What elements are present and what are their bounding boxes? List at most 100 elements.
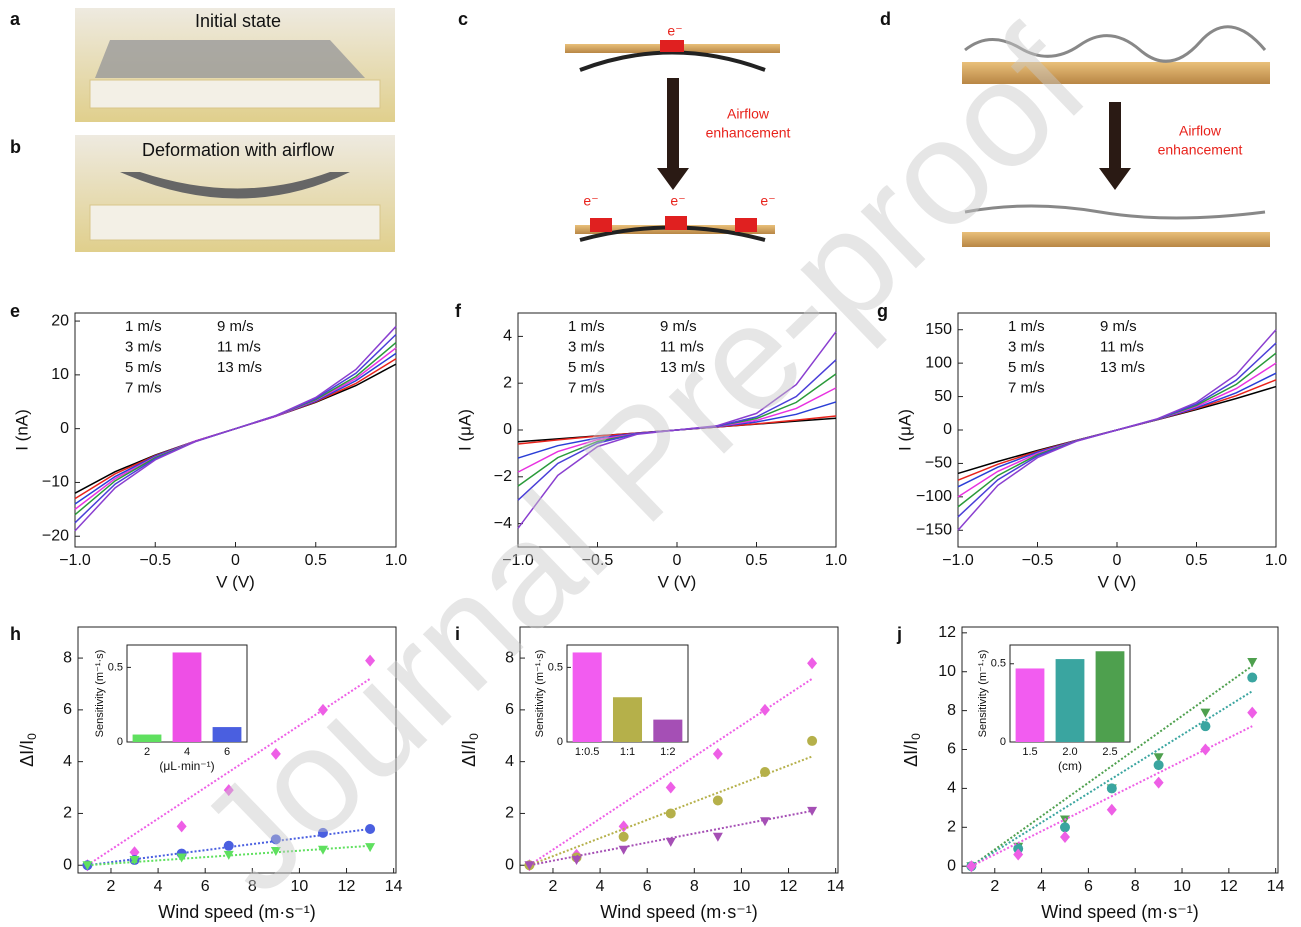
illustration-c: c e⁻ e⁻ e⁻ e⁻ Airflow enhancement [458,9,791,240]
y-tick-label: −50 [925,455,952,472]
x-tick-label: 2 [990,878,999,895]
y-tick-label: 12 [938,624,956,641]
series-line [75,326,396,530]
caption: Initial state [195,11,281,31]
bar [573,652,602,742]
x-tick-label: 12 [780,878,798,895]
panel-letter: f [455,301,462,321]
bar [1096,651,1125,742]
y-axis-label: I (μA) [455,409,474,451]
point [966,860,976,872]
y-tick-label: 4 [503,328,512,345]
x-tick-label: 0.5 [305,552,327,569]
point [1200,721,1210,731]
arrow [657,78,689,190]
x-tick-label: 2.0 [1062,746,1077,758]
x-tick-label: −1.0 [942,552,974,569]
legend-entry: 5 m/s [568,359,605,376]
legend-entry: 9 m/s [217,318,254,335]
legend-entry: 7 m/s [125,379,162,396]
y-axis-label-main: ΔI/I [17,740,37,767]
x-tick-label: 12 [338,878,356,895]
x-tick-label: 2 [549,878,558,895]
x-tick-label: 14 [827,878,845,895]
y-tick-label: 0 [60,420,69,437]
y-tick-label: 8 [947,702,956,719]
y-tick-label: 0 [503,421,512,438]
x-tick-label: 6 [1084,878,1093,895]
electron: e⁻ [667,23,682,39]
caption: Deformation with airflow [142,140,335,160]
legend-entry: 11 m/s [1100,338,1144,355]
y-tick-label: 0 [63,856,72,873]
panel-letter: d [880,9,891,29]
contact [660,40,684,52]
electrode [90,80,380,108]
contact [665,216,687,230]
arrow-label: enhancement [1158,142,1243,158]
page: a Initial state b Deformation with airfl… [0,0,1301,927]
x-tick-label: 0.5 [1185,552,1207,569]
x-tick-label: 2 [144,746,150,758]
x-axis-label: Wind speed (m·s⁻¹) [600,902,758,922]
contact [735,218,757,232]
x-tick-label: 4 [154,878,163,895]
panel-letter: j [896,624,902,644]
y-axis-label: ΔI/I0 [17,733,39,767]
contact [590,218,612,232]
x-tick-label: 1:2 [660,746,675,758]
illustration-a: a Initial state [10,8,395,122]
legend-entry: 1 m/s [1008,318,1045,335]
x-tick-label: 4 [596,878,605,895]
electron: e⁻ [670,193,685,209]
point [713,833,723,842]
legend-entry: 3 m/s [1008,338,1045,355]
panel-letter: b [10,137,21,157]
x-tick-label: 0 [231,552,240,569]
x-tick-label: 1.0 [385,552,407,569]
membrane [580,53,765,71]
panel-letter: h [10,624,21,644]
point [807,736,817,746]
y-tick-label: −10 [42,474,69,491]
y-tick-label: 4 [947,780,956,797]
y-tick-label: 8 [63,649,72,666]
x-tick-label: 1.0 [1265,552,1287,569]
point [760,767,770,777]
legend-entry: 3 m/s [568,338,605,355]
x-tick-label: 4 [1037,878,1046,895]
bar [1056,659,1085,742]
legend-entry: 9 m/s [1100,318,1137,335]
inset-x-label: (cm) [1058,759,1082,773]
bar [1016,668,1045,742]
point [1247,673,1257,683]
point [619,846,629,855]
point [713,748,723,760]
point [1060,831,1070,843]
legend-entry: 13 m/s [217,359,262,376]
legend-entry: 11 m/s [217,338,261,355]
panel-letter: a [10,9,21,29]
y-axis-label: I (μA) [895,409,914,451]
x-tick-label: 8 [1131,878,1140,895]
y-tick-label: 0 [943,421,952,438]
x-axis-label: V (V) [658,572,697,591]
y-tick-label: 50 [934,388,952,405]
legend-entry: 1 m/s [568,318,605,335]
y-tick-label: 0 [117,736,123,748]
panel-letter: e [10,301,20,321]
x-tick-label: 12 [1220,878,1238,895]
y-tick-label: 100 [925,354,952,371]
y-tick-label: 0.5 [108,661,123,673]
point [807,657,817,669]
y-tick-label: 2 [947,819,956,836]
x-axis-label: V (V) [1098,572,1137,591]
legend-entry: 3 m/s [125,338,162,355]
x-tick-label: 1.5 [1022,746,1037,758]
y-tick-label: 10 [938,663,956,680]
y-tick-label: 6 [947,741,956,758]
arrow-label: Airflow [727,106,770,122]
point [666,838,676,847]
electron: e⁻ [583,193,598,209]
point [1107,783,1117,793]
